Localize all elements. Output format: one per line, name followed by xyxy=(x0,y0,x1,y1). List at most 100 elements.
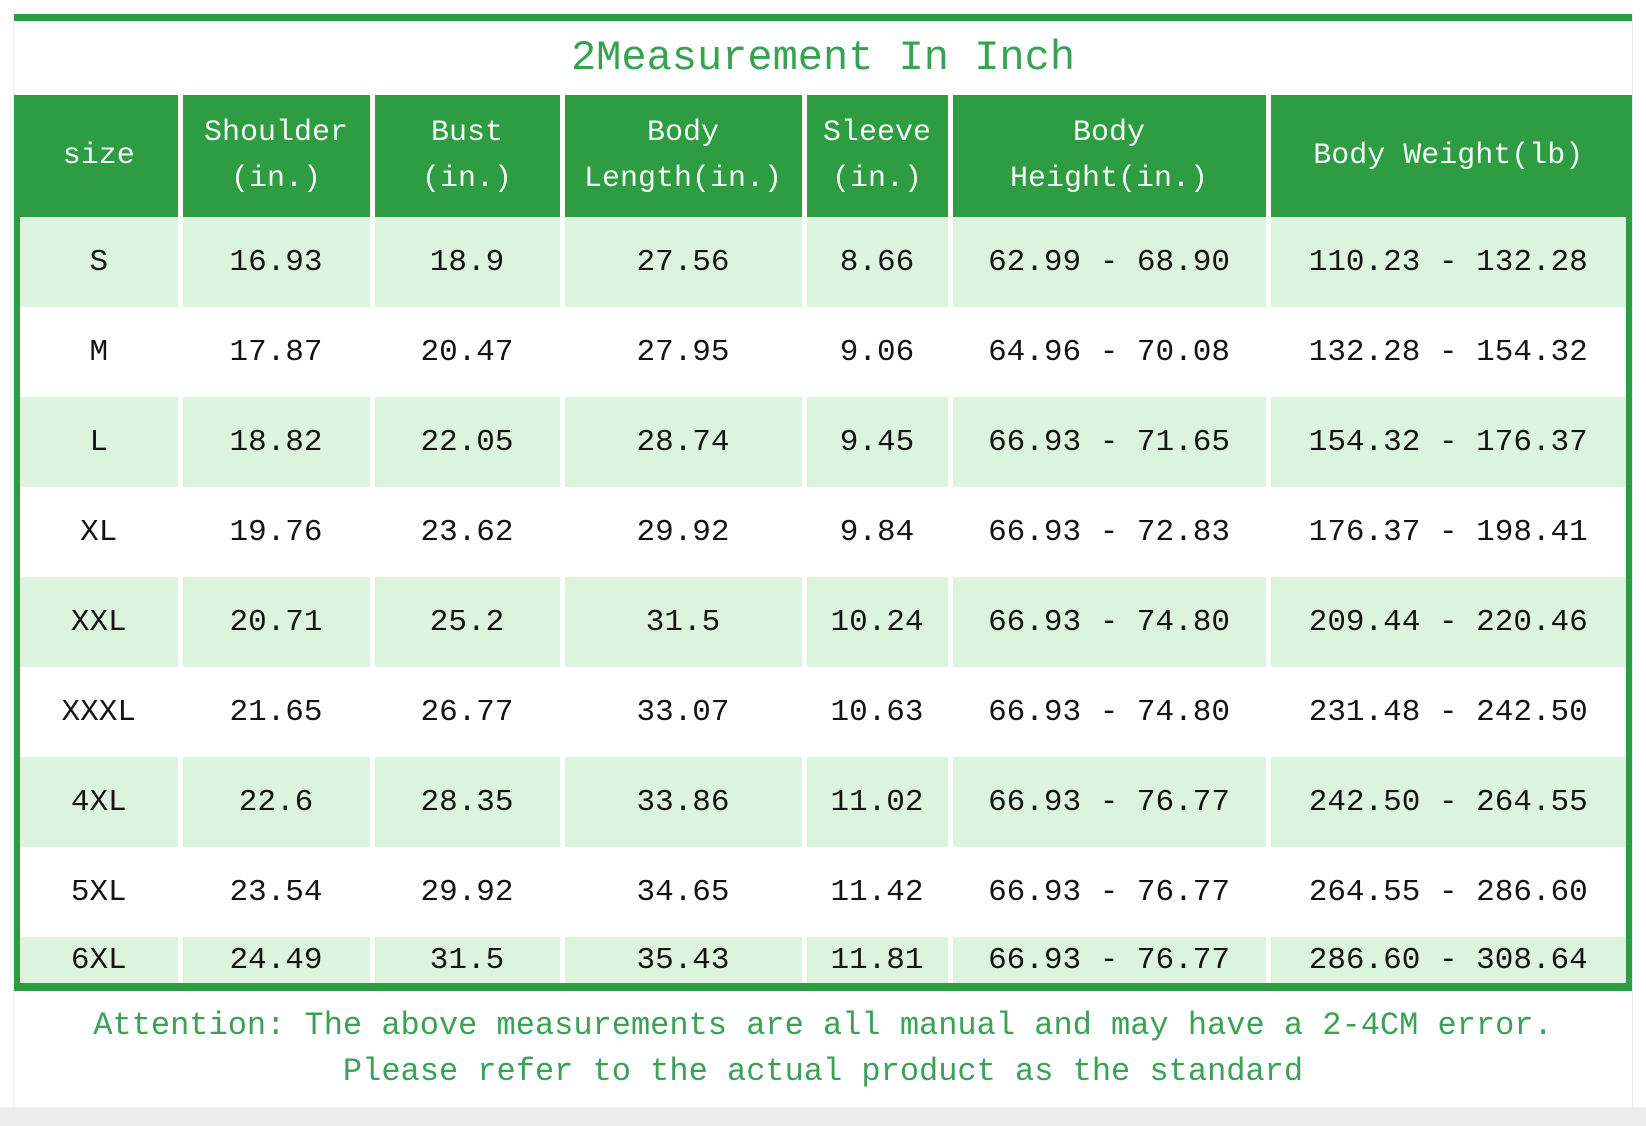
shoulder-cell: 19.76 xyxy=(180,487,375,577)
body-length-cell: 33.07 xyxy=(562,667,807,757)
header-label: Sleeve xyxy=(822,116,932,150)
bust-cell: 22.05 xyxy=(372,397,565,487)
header-cell-body-weight: Body Weight(lb) xyxy=(1268,95,1626,217)
header-label: (in.) xyxy=(230,162,321,196)
bust-cell: 20.47 xyxy=(372,307,565,397)
body-height-cell: 66.93 - 76.77 xyxy=(950,937,1271,983)
body-weight-cell: 176.37 - 198.41 xyxy=(1268,487,1626,577)
body-height-cell: 66.93 - 74.80 xyxy=(950,577,1271,667)
header-label: Length(in.) xyxy=(583,162,783,196)
attention-line-2: Please refer to the actual product as th… xyxy=(342,1053,1304,1090)
body-weight-cell: 242.50 - 264.55 xyxy=(1268,757,1626,847)
bottom-gray-strip xyxy=(0,1107,1646,1126)
body-weight-cell: 209.44 - 220.46 xyxy=(1268,577,1626,667)
shoulder-cell: 22.6 xyxy=(180,757,375,847)
bust-cell: 18.9 xyxy=(372,217,565,307)
body-weight-cell: 154.32 - 176.37 xyxy=(1268,397,1626,487)
body-length-cell: 31.5 xyxy=(562,577,807,667)
body-height-cell: 66.93 - 76.77 xyxy=(950,847,1271,937)
size-cell: 6XL xyxy=(20,937,183,983)
header-row: size Shoulder (in.) Bust (in.) Body Le xyxy=(20,95,1626,217)
body-weight-cell: 231.48 - 242.50 xyxy=(1268,667,1626,757)
header-cell-size: size xyxy=(20,95,183,217)
bust-cell: 26.77 xyxy=(372,667,565,757)
header-cell-bust: Bust (in.) xyxy=(372,95,565,217)
size-cell: M xyxy=(20,307,183,397)
header-label: Height(in.) xyxy=(1009,162,1209,196)
title-band: 2Measurement In Inch xyxy=(14,21,1632,95)
size-table-border: size Shoulder (in.) Bust (in.) Body Le xyxy=(14,95,1632,991)
size-table: size Shoulder (in.) Bust (in.) Body Le xyxy=(20,95,1626,983)
sleeve-cell: 9.45 xyxy=(804,397,953,487)
size-row-5xl: 5XL 23.54 29.92 34.65 11.42 66.93 - 76.7… xyxy=(20,847,1626,937)
header-label: Body Weight(lb) xyxy=(1313,139,1584,173)
body-weight-cell: 286.60 - 308.64 xyxy=(1268,937,1626,983)
bust-cell: 23.62 xyxy=(372,487,565,577)
size-row-l: L 18.82 22.05 28.74 9.45 66.93 - 71.65 1… xyxy=(20,397,1626,487)
body-height-cell: 64.96 - 70.08 xyxy=(950,307,1271,397)
body-length-cell: 27.56 xyxy=(562,217,807,307)
page-title: 2Measurement In Inch xyxy=(570,34,1076,82)
body-weight-cell: 264.55 - 286.60 xyxy=(1268,847,1626,937)
sleeve-cell: 11.02 xyxy=(804,757,953,847)
header-cell-body-height: Body Height(in.) xyxy=(950,95,1271,217)
size-row-xxl: XXL 20.71 25.2 31.5 10.24 66.93 - 74.80 … xyxy=(20,577,1626,667)
size-row-xl: XL 19.76 23.62 29.92 9.84 66.93 - 72.83 … xyxy=(20,487,1626,577)
size-cell: XXXL xyxy=(20,667,183,757)
body-height-cell: 62.99 - 68.90 xyxy=(950,217,1271,307)
size-table-header: size Shoulder (in.) Bust (in.) Body Le xyxy=(20,95,1626,217)
body-height-cell: 66.93 - 76.77 xyxy=(950,757,1271,847)
attention-line-1: Attention: The above measurements are al… xyxy=(93,1007,1553,1044)
size-cell: S xyxy=(20,217,183,307)
shoulder-cell: 23.54 xyxy=(180,847,375,937)
header-label: Body xyxy=(646,116,719,150)
body-length-cell: 27.95 xyxy=(562,307,807,397)
sleeve-cell: 10.63 xyxy=(804,667,953,757)
body-height-cell: 66.93 - 72.83 xyxy=(950,487,1271,577)
shoulder-cell: 16.93 xyxy=(180,217,375,307)
sleeve-cell: 8.66 xyxy=(804,217,953,307)
body-length-cell: 28.74 xyxy=(562,397,807,487)
size-row-4xl: 4XL 22.6 28.35 33.86 11.02 66.93 - 76.77… xyxy=(20,757,1626,847)
bust-cell: 31.5 xyxy=(372,937,565,983)
shoulder-cell: 20.71 xyxy=(180,577,375,667)
header-cell-shoulder: Shoulder (in.) xyxy=(180,95,375,217)
shoulder-cell: 24.49 xyxy=(180,937,375,983)
body-height-cell: 66.93 - 71.65 xyxy=(950,397,1271,487)
attention-note: Attention: The above measurements are al… xyxy=(14,991,1632,1095)
header-label: (in.) xyxy=(421,162,512,196)
size-row-xxxl: XXXL 21.65 26.77 33.07 10.63 66.93 - 74.… xyxy=(20,667,1626,757)
sleeve-cell: 11.42 xyxy=(804,847,953,937)
header-label: Shoulder xyxy=(203,116,349,150)
bust-cell: 29.92 xyxy=(372,847,565,937)
header-cell-sleeve: Sleeve (in.) xyxy=(804,95,953,217)
header-label: Bust xyxy=(430,116,503,150)
sleeve-cell: 9.06 xyxy=(804,307,953,397)
bust-cell: 25.2 xyxy=(372,577,565,667)
sleeve-cell: 11.81 xyxy=(804,937,953,983)
size-cell: XL xyxy=(20,487,183,577)
sleeve-cell: 9.84 xyxy=(804,487,953,577)
body-weight-cell: 110.23 - 132.28 xyxy=(1268,217,1626,307)
body-length-cell: 35.43 xyxy=(562,937,807,983)
body-weight-cell: 132.28 - 154.32 xyxy=(1268,307,1626,397)
shoulder-cell: 18.82 xyxy=(180,397,375,487)
header-label: size xyxy=(62,139,135,173)
size-row-m: M 17.87 20.47 27.95 9.06 64.96 - 70.08 1… xyxy=(20,307,1626,397)
size-row-6xl: 6XL 24.49 31.5 35.43 11.81 66.93 - 76.77… xyxy=(20,937,1626,983)
size-table-body: S 16.93 18.9 27.56 8.66 62.99 - 68.90 11… xyxy=(20,217,1626,983)
size-row-s: S 16.93 18.9 27.56 8.66 62.99 - 68.90 11… xyxy=(20,217,1626,307)
sleeve-cell: 10.24 xyxy=(804,577,953,667)
size-cell: XXL xyxy=(20,577,183,667)
body-length-cell: 33.86 xyxy=(562,757,807,847)
size-cell: 5XL xyxy=(20,847,183,937)
size-chart-panel: 2Measurement In Inch size Shoulder xyxy=(13,14,1633,1107)
bust-cell: 28.35 xyxy=(372,757,565,847)
size-cell: 4XL xyxy=(20,757,183,847)
body-height-cell: 66.93 - 74.80 xyxy=(950,667,1271,757)
shoulder-cell: 17.87 xyxy=(180,307,375,397)
header-label: (in.) xyxy=(831,162,922,196)
header-label: Body xyxy=(1072,116,1145,150)
header-cell-body-length: Body Length(in.) xyxy=(562,95,807,217)
